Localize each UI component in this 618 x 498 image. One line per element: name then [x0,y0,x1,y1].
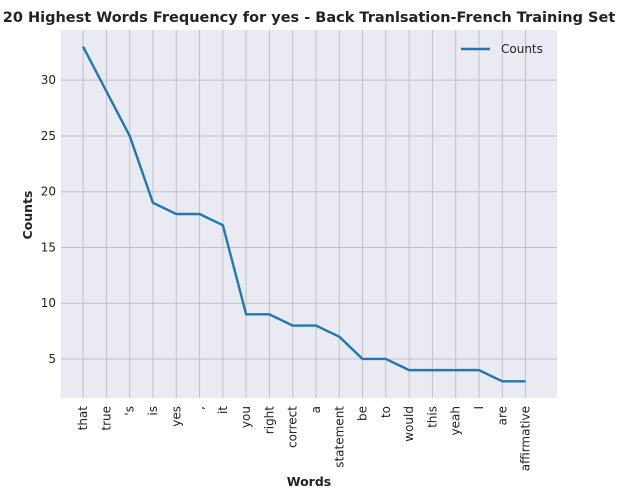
x-tick-label: that [76,406,90,431]
y-axis-label: Counts [20,191,35,240]
plot-area [61,30,557,398]
y-tick-label: 5 [48,352,56,366]
x-tick-label: right [262,406,276,434]
x-tick-label: is [146,406,160,416]
series [82,46,526,383]
x-tick-label: a [309,406,323,413]
series-line [82,46,526,383]
x-axis-label: Words [287,474,331,489]
grid [61,30,557,398]
x-tick-label: this [425,406,439,428]
x-tick-label: true [99,406,113,431]
legend: Counts [461,42,543,56]
x-axis-ticks: that true 's is yes, it you right correct a statem… [76,406,532,472]
y-tick-label: 15 [41,240,56,254]
x-tick-label: it [216,406,230,414]
x-tick-label: affirmative [519,406,533,471]
x-tick-label: yes [169,406,183,427]
x-tick-label: would [402,406,416,442]
x-tick-label: you [239,406,253,428]
x-tick-label: be [356,406,370,421]
legend-label: Counts [501,42,543,56]
x-tick-label: are [495,406,509,425]
x-tick-label: yeah [449,406,463,435]
x-tick-label: I [472,406,486,410]
y-tick-label: 20 [41,185,56,199]
x-tick-label: to [379,406,393,418]
y-tick-label: 30 [41,73,56,87]
x-tick-label: statement [332,406,346,468]
y-tick-label: 25 [41,129,56,143]
chart-title: 20 Highest Words Frequency for yes - Bac… [3,10,616,26]
y-axis-ticks: 5 10 15 20 25 30 [41,73,56,366]
y-tick-label: 10 [41,296,56,310]
x-tick-label: 's [123,406,137,416]
x-tick-label: correct [286,406,300,448]
x-tick-label: , [193,406,207,410]
